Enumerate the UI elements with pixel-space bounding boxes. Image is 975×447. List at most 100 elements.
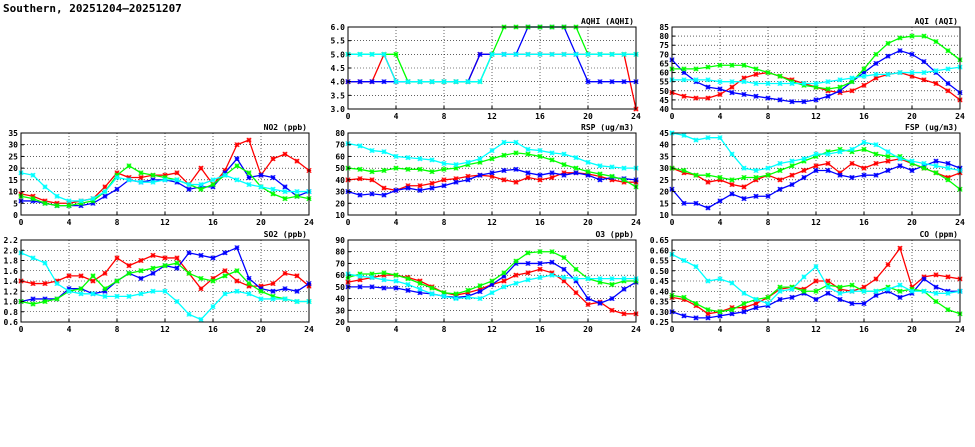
data-point-cyan — [126, 177, 132, 183]
data-point-cyan — [357, 51, 363, 57]
x-tick-label: 12 — [487, 218, 497, 227]
data-point-red — [417, 183, 423, 189]
data-point-red — [150, 252, 156, 258]
data-point-green — [465, 287, 471, 293]
data-point-cyan — [753, 80, 759, 87]
data-point-cyan — [621, 276, 627, 282]
data-point-cyan — [849, 75, 855, 81]
data-point-cyan — [357, 273, 363, 279]
data-point-blue — [909, 51, 915, 57]
data-point-cyan — [381, 149, 387, 155]
data-point-cyan — [258, 184, 264, 190]
data-point-blue — [717, 86, 723, 92]
data-point-blue — [30, 296, 36, 302]
data-point-blue — [825, 93, 831, 99]
data-point-blue — [861, 172, 867, 178]
data-point-red — [945, 274, 951, 280]
data-point-blue — [885, 53, 891, 59]
data-point-red — [609, 307, 615, 313]
data-point-red — [789, 172, 795, 178]
so2-chart: 0 4 8 12 16 20 24 0.60.81.0 1.21.41.61.8 2.02.2 SO… — [4, 230, 314, 334]
data-point-green — [897, 35, 903, 41]
data-point-green — [717, 62, 723, 68]
data-point-green — [246, 280, 252, 287]
y-tick-label: 2.0 — [4, 246, 19, 255]
data-point-blue — [369, 191, 375, 197]
y-tick-label: 55 — [659, 78, 669, 87]
data-point-blue — [837, 296, 843, 303]
data-point-red — [813, 278, 819, 284]
data-point-blue — [717, 198, 723, 204]
data-point-green — [126, 270, 132, 276]
data-point-blue — [873, 172, 879, 178]
data-point-green — [222, 273, 228, 279]
data-point-green — [42, 200, 48, 206]
data-point-blue — [282, 184, 288, 190]
data-point-cyan — [765, 165, 771, 171]
data-point-cyan — [198, 181, 204, 188]
data-point-green — [537, 153, 543, 160]
y-tick-label: 20 — [659, 188, 669, 197]
data-point-red — [849, 88, 855, 94]
x-tick-label: 20 — [583, 112, 593, 121]
data-point-cyan — [729, 151, 735, 157]
data-point-cyan — [393, 153, 399, 160]
data-point-green — [138, 170, 144, 176]
data-point-cyan — [837, 149, 843, 155]
data-point-green — [609, 173, 615, 179]
data-point-blue — [381, 79, 387, 85]
data-point-blue — [789, 181, 795, 188]
x-tick-label: 24 — [631, 325, 641, 334]
data-point-cyan — [909, 158, 915, 164]
data-point-cyan — [294, 298, 300, 305]
x-tick-label: 24 — [955, 325, 965, 334]
data-point-red — [138, 257, 144, 264]
y-tick-label: 70 — [335, 259, 345, 268]
data-point-red — [573, 290, 579, 296]
data-point-blue — [705, 315, 711, 321]
data-point-green — [258, 288, 264, 294]
data-point-green — [126, 163, 132, 169]
data-point-cyan — [921, 69, 927, 76]
data-point-cyan — [897, 156, 903, 162]
data-point-blue — [537, 172, 543, 178]
data-point-cyan — [705, 77, 711, 83]
y-tick-label: 35 — [8, 129, 18, 138]
data-point-cyan — [246, 181, 252, 188]
data-point-green — [909, 33, 915, 39]
data-point-blue — [849, 174, 855, 181]
data-point-blue — [453, 179, 459, 185]
data-point-red — [525, 270, 531, 276]
y-tick-label: 1.0 — [4, 298, 19, 307]
data-point-cyan — [561, 151, 567, 157]
data-point-green — [138, 268, 144, 274]
data-point-cyan — [90, 291, 96, 297]
data-point-red — [933, 80, 939, 87]
data-point-cyan — [417, 79, 423, 85]
y-tick-label: 30 — [335, 306, 345, 315]
data-point-cyan — [717, 276, 723, 282]
y-tick-label: 50 — [335, 164, 345, 173]
data-point-red — [873, 160, 879, 167]
data-point-blue — [573, 170, 579, 176]
y-tick-label: 4.0 — [331, 78, 346, 87]
data-point-cyan — [489, 51, 495, 57]
data-point-red — [246, 137, 252, 143]
data-point-red — [717, 91, 723, 98]
data-point-cyan — [477, 295, 483, 302]
data-point-cyan — [42, 184, 48, 190]
y-tick-label: 40 — [659, 105, 669, 114]
data-point-cyan — [861, 73, 867, 79]
data-point-blue — [777, 296, 783, 303]
chart-title: CO (ppm) — [919, 230, 958, 239]
data-point-cyan — [465, 294, 471, 300]
data-point-cyan — [789, 286, 795, 292]
data-point-cyan — [597, 51, 603, 57]
data-point-cyan — [405, 281, 411, 288]
chart-title: SO2 (ppb) — [264, 230, 307, 239]
data-point-cyan — [789, 80, 795, 87]
y-tick-label: 30 — [335, 188, 345, 197]
data-point-cyan — [138, 291, 144, 297]
data-point-green — [405, 276, 411, 282]
data-point-cyan — [513, 51, 519, 57]
